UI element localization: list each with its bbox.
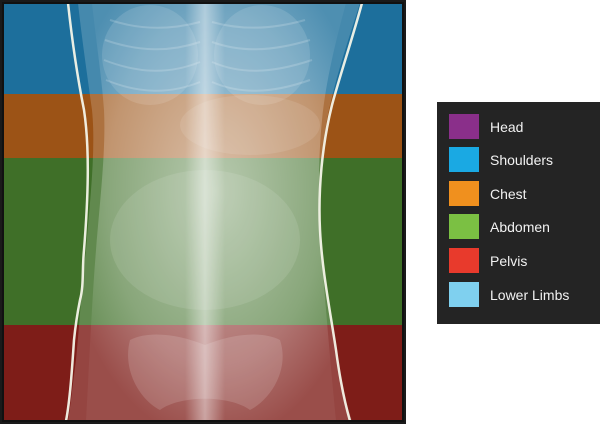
legend-label-head: Head — [490, 118, 524, 135]
legend-label-pelvis: Pelvis — [490, 252, 528, 269]
legend-label-chest: Chest — [490, 185, 527, 202]
xray-scan-image — [0, 0, 406, 424]
legend-item-abdomen: Abdomen — [449, 214, 550, 239]
body-silhouette — [68, 3, 360, 421]
legend-label-shoulders: Shoulders — [490, 151, 554, 168]
legend-swatch-head — [449, 114, 479, 139]
legend-swatch-pelvis — [449, 248, 479, 273]
legend-item-pelvis: Pelvis — [449, 248, 527, 273]
body-contour — [64, 2, 364, 422]
legend-swatch-chest — [449, 181, 479, 206]
legend-swatch-shoulders — [449, 147, 479, 172]
legend-label-abdomen: Abdomen — [490, 218, 550, 235]
scan-border — [2, 2, 404, 422]
legend-swatch-lower-limbs — [449, 282, 479, 307]
legend-item-lower-limbs: Lower Limbs — [449, 282, 569, 307]
region-legend: Head Shoulders Chest Abdomen Pelvis Lowe… — [437, 102, 600, 324]
legend-item-chest: Chest — [449, 181, 527, 206]
legend-label-lower-limbs: Lower Limbs — [490, 286, 570, 303]
legend-swatch-abdomen — [449, 214, 479, 239]
legend-item-shoulders: Shoulders — [449, 147, 553, 172]
legend-item-head: Head — [449, 114, 523, 139]
